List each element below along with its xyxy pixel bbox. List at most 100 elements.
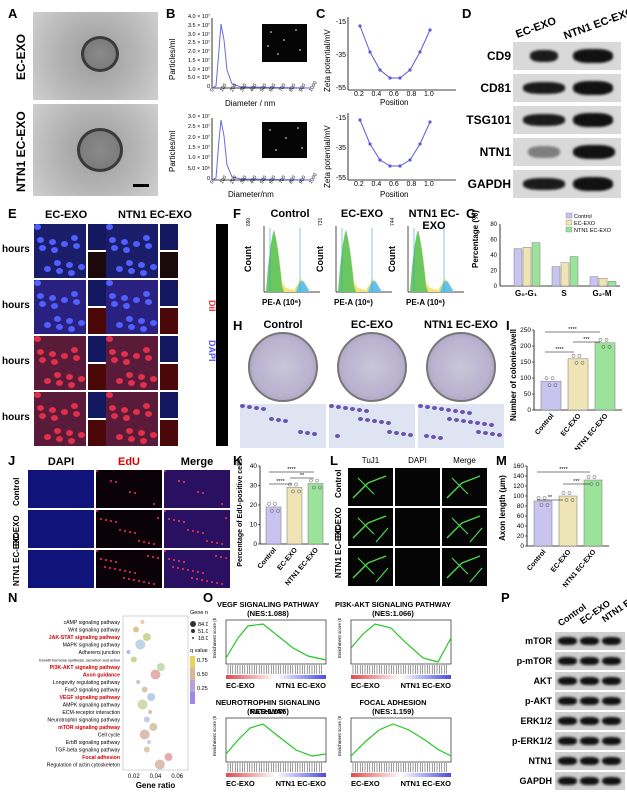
edu-row-label: Control — [12, 477, 21, 506]
cell-dot — [350, 407, 355, 411]
cell-dot — [372, 419, 377, 423]
wb-band — [580, 697, 599, 705]
edu-dot — [216, 582, 218, 584]
wb-band — [602, 777, 621, 785]
panel-label-a: A — [8, 6, 18, 21]
nucleus-dot — [54, 372, 61, 378]
flow-histogram — [335, 226, 392, 293]
bar — [558, 495, 578, 547]
wb-band — [602, 697, 621, 705]
cell-dot — [305, 431, 310, 435]
ytick: 100 — [520, 375, 531, 382]
gsea-xright: NTN1 EC-EXO — [401, 779, 452, 788]
pathway-label: TGF-beta signaling pathway — [55, 748, 120, 754]
wb-p-row-label: p-ERK1/2 — [511, 736, 552, 746]
axon-lines — [446, 515, 483, 543]
gsea-title: VEGF SIGNALING PATHWAY — [217, 600, 319, 609]
edu-dot — [221, 583, 223, 585]
edu-dot — [153, 543, 155, 545]
bubble — [136, 680, 141, 684]
bubble — [141, 686, 148, 693]
data-point — [312, 485, 316, 490]
nucleus-dot — [111, 245, 118, 251]
wb-band — [602, 657, 621, 665]
edu-dot — [100, 558, 102, 560]
nucleus-dot — [138, 262, 145, 268]
data-point — [545, 503, 550, 507]
nucleus-dot — [109, 349, 116, 355]
edu-dot — [114, 568, 116, 570]
g-ytick: 80 — [490, 222, 497, 228]
g-legend-swatch — [565, 219, 573, 226]
cell-dot — [483, 431, 488, 435]
wb-band — [573, 113, 613, 127]
ylabel: Number of colonies/well — [509, 329, 518, 421]
panel-label-c: C — [316, 6, 326, 21]
data-point — [567, 491, 572, 495]
panel-label-n: N — [8, 590, 18, 605]
gsea-title: FOCAL ADHESION — [359, 698, 427, 707]
edu-image — [28, 550, 94, 588]
cell-dot — [247, 405, 252, 409]
tuj-col-label: TuJ1 — [361, 456, 380, 465]
nucleus-dot — [111, 413, 118, 419]
ytick: 60 — [517, 513, 525, 520]
flow-title: EC-EXO — [340, 208, 384, 220]
edu-dot — [133, 579, 135, 581]
wb-band — [580, 737, 599, 745]
edu-dot — [196, 578, 198, 580]
nucleus-dot — [56, 436, 63, 442]
wb-band — [580, 717, 599, 725]
nucleus-dot — [128, 324, 135, 330]
panel-e-row-label: hours — [2, 412, 30, 423]
nucleus-dot — [133, 297, 140, 303]
nucleus-dot — [37, 293, 44, 299]
edu-dot — [157, 517, 159, 519]
dil-merge-image — [106, 224, 158, 278]
zeta-ytick: -15 — [335, 19, 346, 26]
bubble — [143, 746, 150, 753]
wb-band — [602, 637, 621, 645]
n-xlabel: Gene ratio — [136, 781, 176, 790]
panel-label-b: B — [166, 6, 176, 21]
ytick: 100 — [513, 493, 524, 500]
edu-dot — [178, 520, 180, 522]
ytick: 160 — [513, 463, 524, 470]
nucleus-dot — [44, 434, 51, 440]
edu-image — [96, 550, 162, 588]
edu-dot — [168, 558, 170, 560]
tuj-image — [395, 548, 440, 586]
exosome-vesicle — [81, 36, 119, 72]
cell-dot — [276, 418, 281, 422]
wb-d-row-ntn1: NTN1 — [479, 145, 511, 159]
n-colorbar — [190, 668, 195, 680]
g-ytick: 0 — [494, 284, 498, 290]
significance-label: ** — [300, 473, 305, 479]
nucleus-dot — [71, 347, 78, 353]
tuj-image — [395, 508, 440, 546]
nta-bottom-ytick: 3.0 × 10⁷ — [187, 114, 210, 120]
edu-dot — [96, 510, 98, 512]
data-point — [553, 383, 558, 388]
significance-label: *** — [583, 337, 590, 343]
bubble — [149, 723, 158, 731]
panel-e-row-label: hours — [2, 300, 30, 311]
edu-dot — [202, 492, 204, 494]
nucleus-dot — [121, 351, 128, 357]
nucleus-dot — [150, 264, 157, 270]
wb-band — [580, 657, 599, 665]
cell-dot — [336, 405, 341, 409]
wb-band — [573, 145, 615, 159]
bubble — [142, 633, 151, 641]
nucleus-dot — [128, 380, 135, 386]
panel-e-side-bar — [216, 224, 228, 446]
nucleus-dot — [49, 407, 56, 413]
cell-dot — [439, 407, 444, 411]
n-colorbar — [190, 680, 195, 692]
g-ytick: 40 — [490, 253, 497, 259]
colony-micrograph — [240, 404, 326, 448]
gsea-enrichment-plot: EC-EXO NTN1 EC-EXO Enrichment score (ES) — [212, 618, 327, 690]
edu-col-label: DAPI — [47, 456, 75, 468]
